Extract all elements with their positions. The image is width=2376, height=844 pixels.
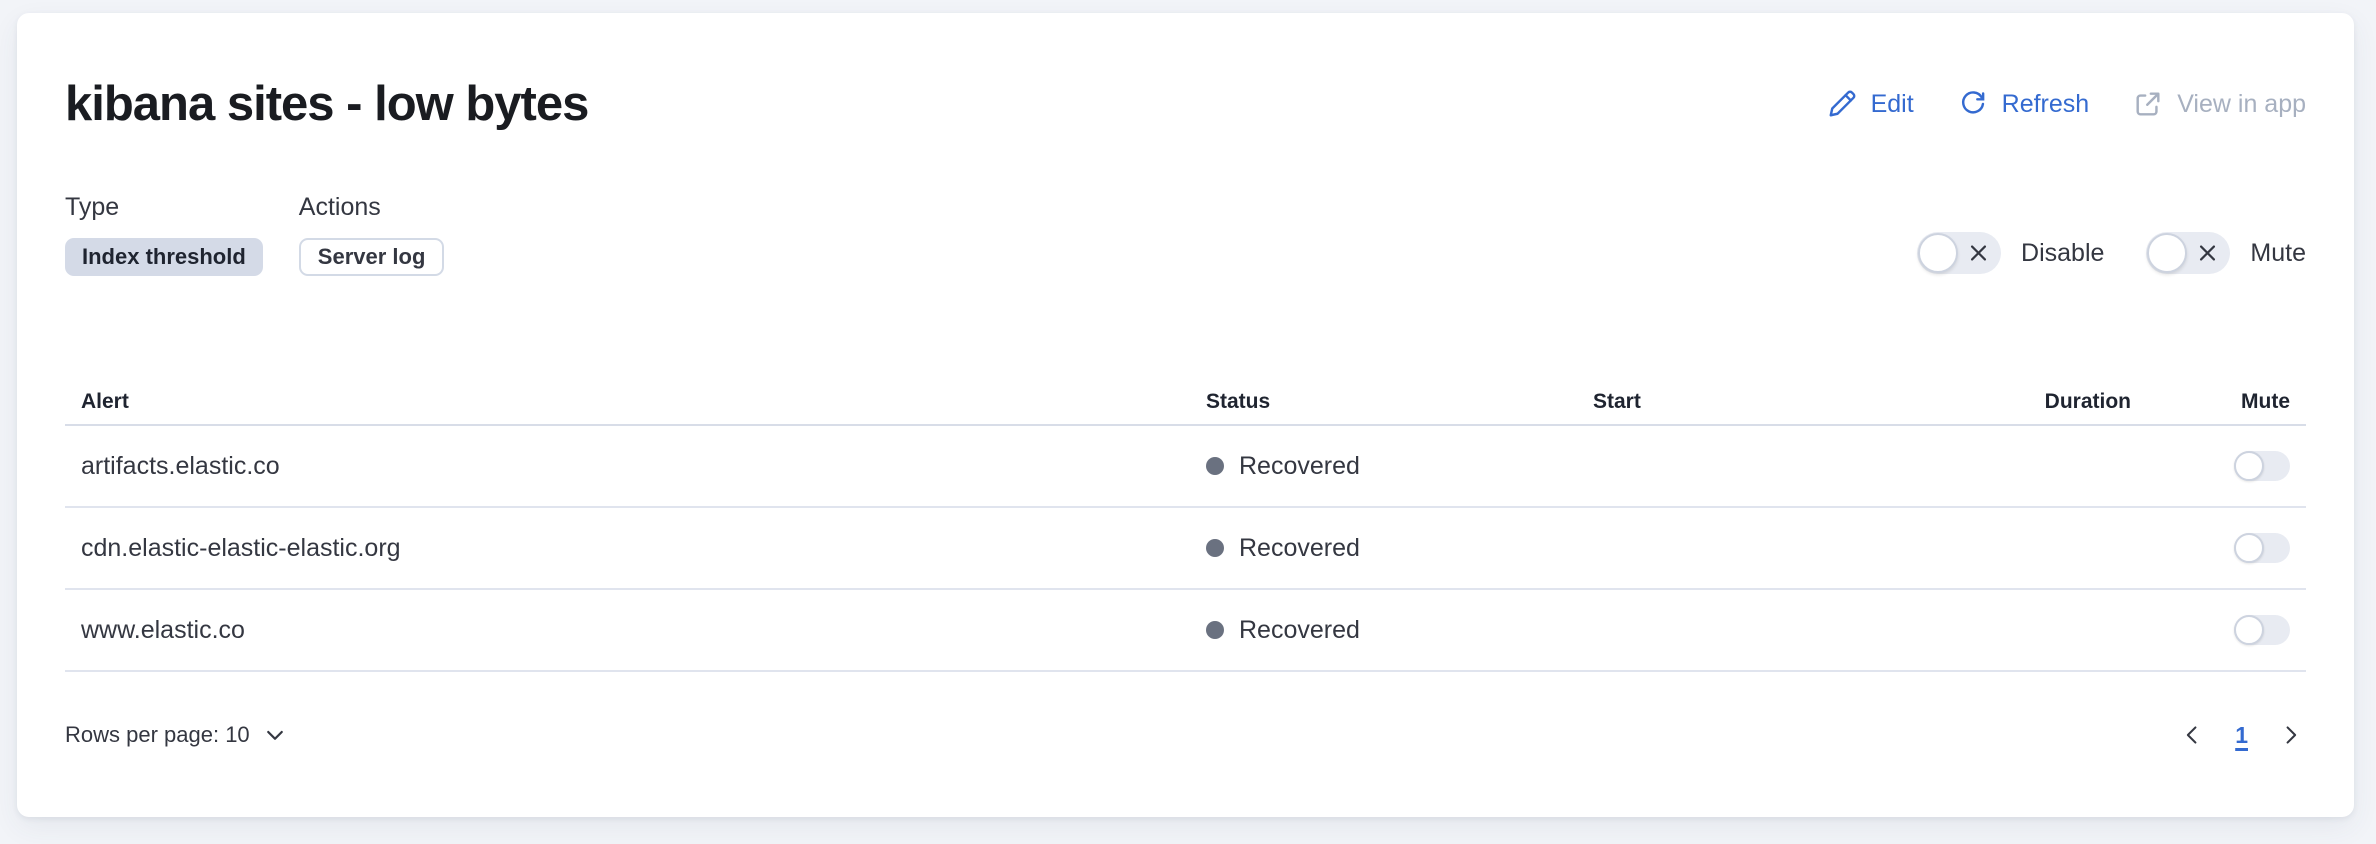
switch-thumb [2234, 451, 2264, 481]
refresh-icon [1958, 89, 1988, 119]
column-header-start: Start [1577, 374, 1997, 426]
switch-thumb [2234, 533, 2264, 563]
column-header-mute: Mute [2147, 374, 2306, 426]
alert-name-cell: www.elastic.co [65, 589, 1190, 672]
rule-actions-column: Actions Server log [298, 193, 445, 276]
edit-button-label: Edit [1870, 89, 1914, 118]
status-dot-icon [1206, 621, 1224, 639]
table-row: artifacts.elastic.co Recovered [65, 425, 2306, 508]
alerts-table: Alert Status Start Duration Mute artifac… [65, 374, 2306, 672]
pagination: 1 [2177, 720, 2306, 750]
row-mute-switch[interactable] [2234, 451, 2290, 481]
mute-switch-label: Mute [2250, 238, 2306, 267]
mute-toggle-group: Mute [2146, 232, 2306, 274]
cross-icon [1965, 240, 1992, 267]
rule-toggle-controls: Disable Mute [1917, 232, 2306, 276]
duration-cell [1997, 589, 2147, 672]
previous-page-button[interactable] [2177, 720, 2207, 750]
column-header-duration: Duration [1997, 374, 2147, 426]
page-header: kibana sites - low bytes Edit [65, 73, 2306, 135]
page-title: kibana sites - low bytes [65, 77, 589, 131]
actions-label: Actions [298, 193, 381, 221]
rule-meta-columns: Type Index threshold Actions Server log [65, 193, 445, 276]
status-label: Recovered [1239, 451, 1360, 480]
table-row: www.elastic.co Recovered [65, 589, 2306, 672]
status-dot-icon [1206, 539, 1224, 557]
switch-thumb [2147, 233, 2188, 273]
start-cell [1577, 589, 1997, 672]
start-cell [1577, 507, 1997, 590]
table-footer: Rows per page: 10 1 [65, 706, 2306, 764]
row-mute-switch[interactable] [2234, 615, 2290, 645]
rows-per-page-label: Rows per page: 10 [65, 722, 250, 747]
status-label: Recovered [1239, 615, 1360, 644]
row-mute-switch[interactable] [2234, 533, 2290, 563]
mute-switch[interactable] [2146, 232, 2231, 274]
column-header-alert: Alert [65, 374, 1190, 426]
switch-thumb [2234, 615, 2264, 645]
start-cell [1577, 425, 1997, 508]
chevron-right-icon [2280, 724, 2302, 746]
actions-badge: Server log [298, 238, 445, 276]
alert-name-cell: cdn.elastic-elastic-elastic.org [65, 507, 1190, 590]
status-label: Recovered [1239, 533, 1360, 562]
view-in-app-label: View in app [2177, 89, 2306, 118]
column-header-status: Status [1190, 374, 1577, 426]
rule-type-column: Type Index threshold [65, 193, 263, 276]
duration-cell [1997, 425, 2147, 508]
duration-cell [1997, 507, 2147, 590]
status-cell: Recovered [1206, 534, 1561, 563]
rows-per-page-button[interactable]: Rows per page: 10 [65, 722, 287, 748]
disable-switch[interactable] [1917, 232, 2002, 274]
next-page-button[interactable] [2276, 720, 2306, 750]
mute-cell [2163, 615, 2290, 645]
refresh-button-label: Refresh [2001, 89, 2090, 118]
alert-name-cell: artifacts.elastic.co [65, 425, 1190, 508]
disable-toggle-group: Disable [1917, 232, 2104, 274]
status-cell: Recovered [1206, 452, 1561, 481]
type-badge: Index threshold [65, 238, 263, 276]
mute-cell [2163, 533, 2290, 563]
external-link-icon [2133, 89, 2163, 119]
rule-details-panel: kibana sites - low bytes Edit [17, 13, 2354, 817]
switch-thumb [1918, 233, 1959, 273]
table-header-row: Alert Status Start Duration Mute [65, 374, 2306, 426]
refresh-button[interactable]: Refresh [1958, 89, 2090, 119]
type-label: Type [65, 193, 120, 221]
chevron-down-icon [263, 723, 287, 747]
status-cell: Recovered [1206, 616, 1561, 645]
page-number-button[interactable]: 1 [2235, 721, 2248, 748]
mute-cell [2163, 451, 2290, 481]
table-row: cdn.elastic-elastic-elastic.org Recovere… [65, 507, 2306, 590]
view-in-app-button[interactable]: View in app [2133, 89, 2306, 119]
pencil-icon [1827, 89, 1857, 119]
rule-meta-row: Type Index threshold Actions Server log [65, 193, 2306, 276]
status-dot-icon [1206, 457, 1224, 475]
edit-button[interactable]: Edit [1827, 89, 1914, 119]
cross-icon [2194, 240, 2221, 267]
disable-switch-label: Disable [2021, 238, 2105, 267]
header-actions: Edit Refresh [1827, 89, 2306, 119]
chevron-left-icon [2181, 724, 2203, 746]
